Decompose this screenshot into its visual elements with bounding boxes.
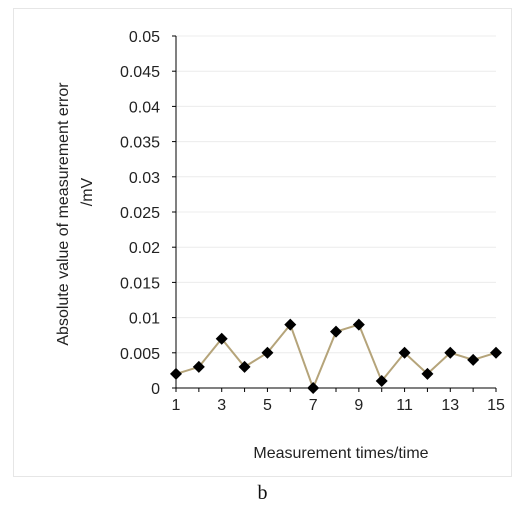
data-point-marker (375, 374, 388, 387)
y-tick-label: 0.015 (120, 275, 160, 292)
line-chart: 0 0.005 0.01 0.015 0.02 0.025 0.03 0.035 0.04 0.0… (55, 29, 505, 462)
data-point-marker (330, 325, 342, 338)
y-tick-label: 0 (151, 381, 160, 398)
marker-layer (170, 318, 502, 394)
grid-layer (172, 35, 497, 392)
axis-layer (175, 36, 496, 389)
x-tick-label: 7 (309, 397, 318, 414)
data-point-marker (490, 346, 502, 359)
data-point-marker (444, 346, 457, 359)
y-tick-label: 0.005 (120, 346, 160, 363)
x-tick-labels: 1 3 5 7 9 11 13 15 (172, 397, 505, 414)
y-axis-title-line-2: /mV (79, 177, 96, 206)
x-tick-label: 13 (441, 397, 459, 414)
y-tick-label: 0.04 (129, 99, 160, 116)
x-tick-label: 3 (217, 397, 226, 414)
data-point-marker (238, 360, 251, 373)
y-tick-label: 0.02 (129, 240, 160, 257)
data-point-marker (398, 346, 411, 359)
y-tick-label: 0.045 (120, 64, 160, 81)
data-point-marker (261, 346, 274, 359)
data-point-marker (467, 353, 480, 366)
data-point-marker (170, 367, 182, 380)
x-tick-label: 9 (354, 397, 363, 414)
data-point-marker (192, 360, 205, 373)
data-point-marker (421, 367, 434, 380)
x-tick-label: 1 (172, 397, 181, 414)
data-point-marker (215, 332, 228, 345)
x-tick-label: 5 (263, 397, 272, 414)
y-axis-title-line-1: Absolute value of measurement error (55, 82, 72, 346)
x-axis-title: Measurement times/time (253, 445, 428, 462)
x-tick-label: 15 (487, 397, 505, 414)
data-point-marker (284, 318, 297, 331)
y-tick-label: 0.05 (129, 29, 160, 46)
x-tick-label: 11 (396, 397, 413, 414)
y-tick-label: 0.03 (129, 170, 160, 187)
chart-frame (13, 8, 512, 477)
y-tick-label: 0.01 (129, 311, 160, 328)
y-tick-labels: 0 0.005 0.01 0.015 0.02 0.025 0.03 0.035 0.04 0.0… (120, 29, 160, 398)
data-point-marker (307, 382, 320, 394)
y-tick-label: 0.025 (120, 205, 160, 222)
y-tick-label: 0.035 (120, 135, 160, 152)
data-point-marker (352, 318, 365, 331)
panel-label: b (257, 482, 268, 504)
